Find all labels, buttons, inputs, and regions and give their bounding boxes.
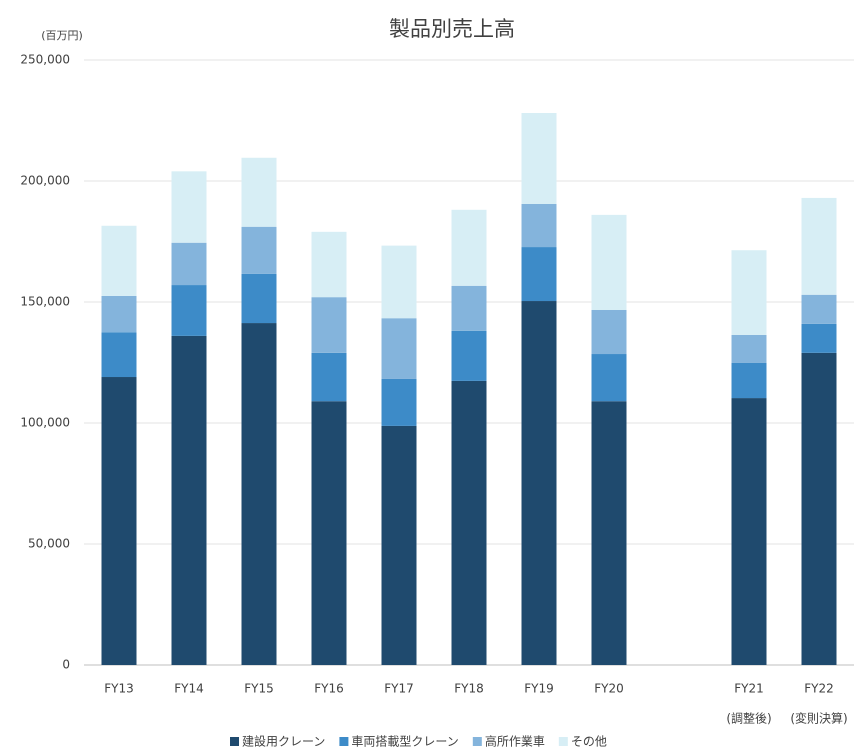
legend-label: 車両搭載型クレーン — [351, 735, 458, 749]
y-tick-label: 200,000 — [20, 174, 70, 188]
bar-segment — [241, 273, 277, 324]
bar-segment — [171, 285, 207, 336]
bar-segment — [381, 378, 417, 426]
bar-segment — [101, 332, 137, 378]
bar-segment — [451, 285, 487, 331]
bar-segment — [241, 323, 277, 665]
bar-segment — [101, 377, 137, 665]
x-tick-label: FY20 — [594, 682, 624, 696]
legend-swatch — [472, 737, 482, 746]
legend-swatch — [230, 737, 239, 746]
y-unit: (百万円) — [41, 29, 83, 42]
bar-segment — [521, 301, 557, 665]
bar-segment — [801, 294, 837, 324]
chart-title: 製品別売上高 — [389, 17, 515, 41]
y-tick-label: 50,000 — [28, 537, 70, 551]
x-tick-label: FY13 — [104, 682, 134, 696]
bar-segment — [591, 309, 627, 355]
x-tick-label: FY18 — [454, 682, 484, 696]
y-tick-label: 100,000 — [20, 416, 70, 430]
y-tick-label: 250,000 — [20, 53, 70, 67]
bar-segment — [731, 398, 767, 665]
bar-segment — [801, 352, 837, 665]
bar-segment — [591, 214, 627, 310]
bar-segment — [171, 171, 207, 243]
x-tick-label: FY17 — [384, 682, 414, 696]
x-tick-sublabel: (調整後) — [726, 711, 771, 726]
bar-segment — [311, 297, 347, 353]
bar-segment — [241, 157, 277, 227]
bar-segment — [521, 203, 557, 248]
legend-swatch — [339, 737, 349, 746]
x-tick-label: FY15 — [244, 682, 274, 696]
bar-segment — [451, 330, 487, 381]
bar-segment — [171, 335, 207, 665]
bar-segment — [381, 425, 417, 665]
bar-segment — [801, 197, 837, 295]
bar-segment — [101, 295, 137, 333]
bar-segment — [101, 225, 137, 296]
bar-segment — [801, 323, 837, 353]
legend-label: 高所作業車 — [485, 734, 545, 749]
bar-segment — [451, 209, 487, 286]
bar-segment — [521, 247, 557, 302]
x-tick-sublabel: (変則決算) — [790, 711, 847, 726]
bar-segment — [311, 352, 347, 402]
bar-segment — [591, 354, 627, 402]
bar-segment — [171, 242, 207, 286]
y-tick-label: 150,000 — [20, 295, 70, 309]
bar-segment — [591, 401, 627, 665]
x-tick-label: FY22 — [804, 682, 834, 696]
legend-label: その他 — [571, 735, 607, 749]
bar-segment — [241, 226, 277, 274]
x-tick-label: FY14 — [174, 682, 204, 696]
x-tick-label: FY19 — [524, 682, 554, 696]
bar-segment — [381, 318, 417, 379]
bar-segment — [521, 112, 557, 204]
x-tick-label: FY16 — [314, 682, 344, 696]
bar-segment — [731, 250, 767, 335]
bar-segment — [731, 362, 767, 399]
x-tick-label: FY21 — [734, 682, 764, 696]
bar-segment — [311, 231, 347, 298]
y-tick-label: 0 — [62, 658, 70, 672]
bar-segment — [451, 380, 487, 665]
bar-segment — [311, 401, 347, 665]
bar-segment — [381, 245, 417, 319]
bar-segment — [731, 334, 767, 363]
legend-label: 建設用クレーン — [242, 734, 325, 749]
legend-swatch — [558, 737, 568, 746]
